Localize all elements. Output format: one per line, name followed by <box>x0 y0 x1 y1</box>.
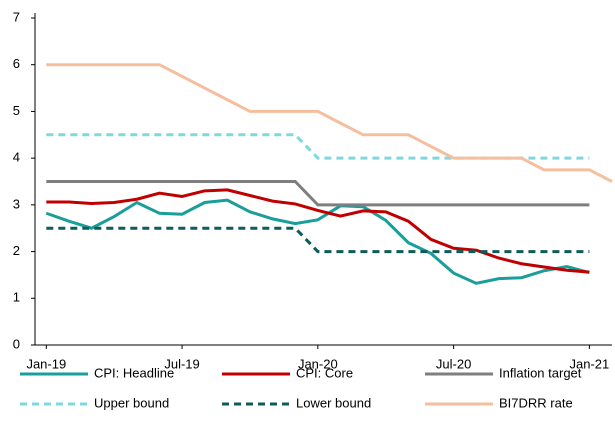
series-line <box>46 188 590 274</box>
y-tick-label: 6 <box>13 56 20 71</box>
series-line <box>46 226 590 254</box>
legend-label: CPI: Core <box>296 365 353 380</box>
legend-label: Lower bound <box>296 395 371 410</box>
y-tick-label: 7 <box>13 9 20 24</box>
legend-label: BI7DRR rate <box>499 395 573 410</box>
series-line <box>46 133 590 160</box>
y-tick-label: 5 <box>13 103 20 118</box>
legend-label: Upper bound <box>94 395 169 410</box>
series-line <box>46 180 590 207</box>
y-tick-label: 3 <box>13 196 20 211</box>
y-tick-label: 1 <box>13 290 20 305</box>
x-tick-label: Jul-20 <box>436 356 471 371</box>
x-tick-label: Jul-19 <box>164 356 199 371</box>
series-line <box>45 198 590 285</box>
legend-label: CPI: Headline <box>94 365 174 380</box>
y-tick-label: 2 <box>13 243 20 258</box>
x-tick-label: Jan-21 <box>569 356 609 371</box>
legend-label: Inflation target <box>499 365 582 380</box>
y-tick-label: 0 <box>13 336 20 351</box>
y-tick-label: 4 <box>13 150 20 165</box>
x-tick-label: Jan-20 <box>298 356 338 371</box>
x-tick-label: Jan-19 <box>26 356 66 371</box>
series-line <box>46 63 613 183</box>
